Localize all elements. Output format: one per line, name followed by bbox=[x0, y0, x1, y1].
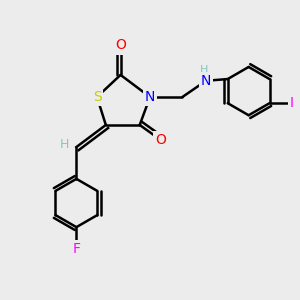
Text: O: O bbox=[115, 38, 126, 52]
Text: S: S bbox=[93, 90, 101, 104]
Text: N: N bbox=[201, 74, 211, 88]
Text: O: O bbox=[155, 133, 166, 147]
Text: F: F bbox=[72, 242, 80, 256]
Text: N: N bbox=[145, 90, 155, 104]
Text: H: H bbox=[200, 64, 209, 75]
Text: I: I bbox=[290, 96, 294, 110]
Text: H: H bbox=[59, 138, 69, 151]
